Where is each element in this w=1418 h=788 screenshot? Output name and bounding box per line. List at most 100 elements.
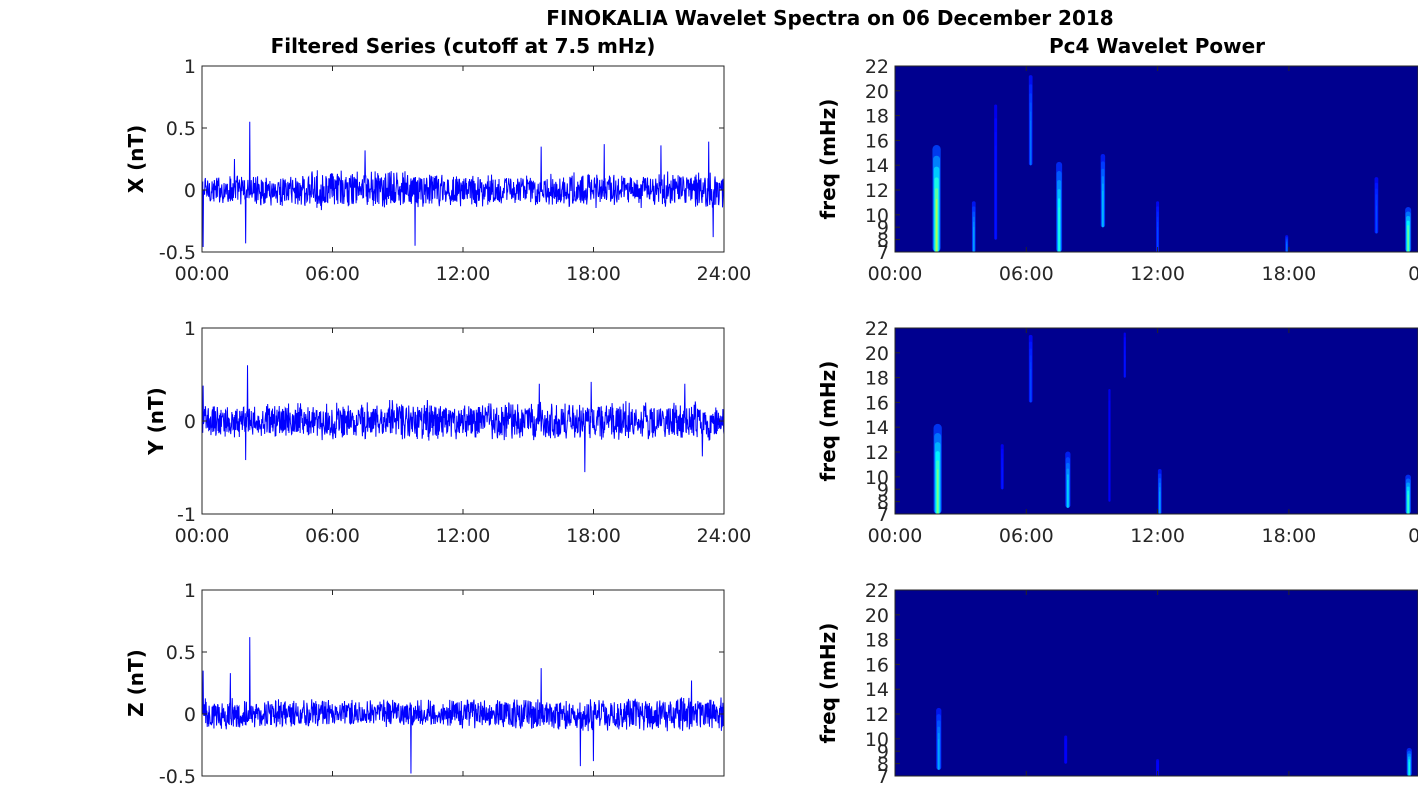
- axes-box: [894, 65, 1418, 253]
- x-tick-label: 00:00: [868, 525, 923, 547]
- y-tick-label: 7: [877, 504, 889, 526]
- x-wavelet-ylabel: freq (mHz): [816, 99, 840, 220]
- y-series-panel: 00:00 06:00 12:00 18:00 24:00 1 0 -1 Y (nT): [144, 318, 751, 547]
- power-streak: [1056, 161, 1063, 252]
- x-tick-label: 00:00: [868, 263, 923, 285]
- x-tick-label: 00:00: [175, 525, 230, 547]
- power-streak: [936, 707, 942, 770]
- y-tick-label: 16: [865, 392, 889, 414]
- y-tick-label: 1: [184, 580, 196, 602]
- y-tick-label: 1: [184, 318, 196, 340]
- power-streak: [1065, 451, 1071, 508]
- y-tick-label: 18: [865, 630, 889, 652]
- y-wavelet-ylabel: freq (mHz): [816, 361, 840, 482]
- power-streak: [1374, 177, 1379, 234]
- axes-box: [894, 327, 1418, 515]
- y-tick-label: 22: [865, 580, 889, 602]
- power-streak: [1108, 388, 1111, 502]
- power-streak: [1000, 444, 1004, 490]
- power-streak: [1157, 468, 1162, 514]
- y-tick-label: 14: [865, 417, 889, 439]
- y-tick-label: 10: [865, 467, 889, 489]
- power-streak: [971, 201, 976, 252]
- y-tick-label: 12: [865, 442, 889, 464]
- y-tick-label: -0.5: [159, 242, 196, 264]
- y-tick-label: 8: [877, 754, 889, 776]
- x-tick-label: 18:00: [566, 525, 621, 547]
- x-wavelet-panel: 00:0006:0012:0018:000022201816141210987 …: [816, 56, 1418, 285]
- z-series-ylabel: Z (nT): [124, 649, 148, 717]
- series-trace: [201, 365, 725, 473]
- x-tick-label: 12:00: [436, 525, 491, 547]
- power-streak: [1405, 206, 1412, 252]
- power-streak: [1028, 75, 1033, 166]
- x-tick-label: 18:00: [566, 263, 621, 285]
- x-tick-label: 12:00: [1130, 263, 1185, 285]
- right-column-title: Pc4 Wavelet Power: [1049, 34, 1265, 58]
- power-streak: [1028, 334, 1033, 403]
- series-trace: [201, 121, 725, 248]
- y-tick-label: 20: [865, 605, 889, 627]
- y-tick-label: -1: [177, 504, 196, 526]
- y-series-ylabel: Y (nT): [144, 387, 168, 456]
- power-background: [895, 328, 1418, 514]
- y-wavelet-panel: 00:0006:0012:0018:000022201816141210987 …: [816, 318, 1418, 547]
- figure-title: FINOKALIA Wavelet Spectra on 06 December…: [546, 6, 1113, 30]
- power-streak: [1285, 235, 1289, 252]
- power-streak: [1156, 201, 1160, 252]
- x-series-ylabel: X (nT): [124, 125, 148, 194]
- y-tick-label: 0.5: [166, 642, 196, 664]
- y-tick-label: 14: [865, 679, 889, 701]
- series-trace: [201, 637, 725, 774]
- power-background: [895, 590, 1418, 776]
- left-column-title: Filtered Series (cutoff at 7.5 mHz): [271, 34, 656, 58]
- power-streak: [1064, 735, 1068, 764]
- y-tick-label: 0.5: [166, 118, 196, 140]
- y-tick-label: 7: [877, 766, 889, 788]
- y-tick-label: -0.5: [159, 766, 196, 788]
- y-tick-label: 0: [184, 180, 196, 202]
- y-tick-label: 22: [865, 318, 889, 340]
- y-tick-label: 22: [865, 56, 889, 78]
- y-tick-label: 18: [865, 106, 889, 128]
- y-tick-label: 14: [865, 155, 889, 177]
- power-streak: [994, 104, 998, 240]
- x-tick-label: 00: [1408, 525, 1418, 547]
- power-streak: [1406, 747, 1412, 776]
- y-tick-label: 9: [877, 217, 889, 239]
- y-tick-label: 12: [865, 180, 889, 202]
- x-tick-label: 06:00: [305, 263, 360, 285]
- y-tick-label: 8: [877, 492, 889, 514]
- y-tick-label: 0: [184, 411, 196, 433]
- y-tick-label: 8: [877, 230, 889, 252]
- axes-box: [894, 589, 1418, 777]
- x-tick-label: 00: [1408, 263, 1418, 285]
- z-wavelet-ylabel: freq (mHz): [816, 623, 840, 744]
- y-tick-label: 10: [865, 205, 889, 227]
- x-tick-label: 18:00: [1262, 525, 1317, 547]
- axes-box: [201, 589, 725, 777]
- x-series-panel: 00:00 06:00 12:00 18:00 24:00 1 0.5 0 -0.5 X (nT…: [124, 56, 751, 285]
- y-tick-label: 18: [865, 368, 889, 390]
- power-streak: [933, 423, 942, 514]
- x-tick-label: 06:00: [305, 525, 360, 547]
- y-tick-label: 16: [865, 130, 889, 152]
- y-tick-label: 0: [184, 704, 196, 726]
- x-tick-label: 12:00: [1130, 525, 1185, 547]
- x-tick-label: 00:00: [175, 263, 230, 285]
- axes-box: [201, 65, 725, 253]
- x-tick-label: 06:00: [999, 263, 1054, 285]
- power-streak: [1100, 153, 1106, 228]
- y-tick-label: 9: [877, 479, 889, 501]
- y-tick-label: 20: [865, 81, 889, 103]
- x-tick-label: 24:00: [697, 263, 752, 285]
- y-tick-label: 7: [877, 242, 889, 264]
- y-tick-label: 1: [184, 56, 196, 78]
- y-tick-label: 10: [865, 729, 889, 751]
- x-tick-label: 24:00: [697, 525, 752, 547]
- power-streak: [932, 145, 941, 252]
- power-streak: [1405, 474, 1411, 514]
